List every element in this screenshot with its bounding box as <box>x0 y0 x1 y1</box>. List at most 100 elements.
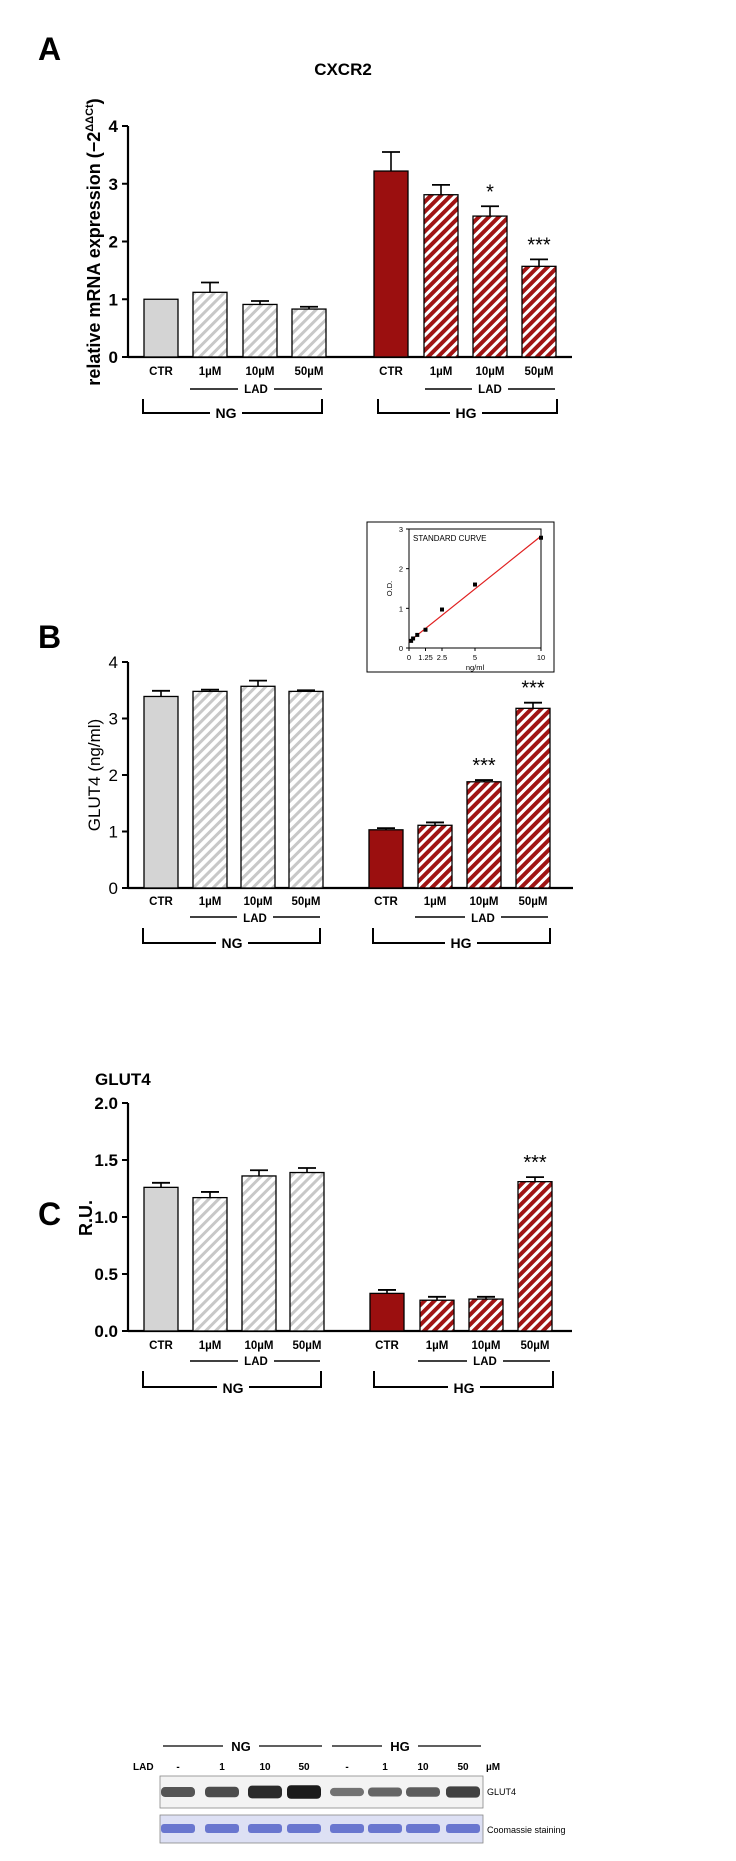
significance-marker: *** <box>523 1152 547 1174</box>
group-label: NG <box>216 405 237 421</box>
blot-group-label: NG <box>231 1739 251 1754</box>
inset-standard-curve: STANDARD CURVE 0 1.25 2.5 5 10 0 1 2 3 ng/ml O.D. <box>366 521 555 673</box>
significance-marker: *** <box>527 234 551 256</box>
blot-band-label-coomassie: Coomassie staining <box>487 1825 566 1835</box>
group-label: NG <box>222 935 243 951</box>
panel-letter-a: A <box>38 31 61 67</box>
y-axis-label-superscript: ΔΔCt <box>84 104 96 132</box>
chart-b-glut4-elisa: GLUT4 (ng/ml) 0 1 2 3 4 CTR 1µM 10µM 50µM CTR 1µM **… <box>85 653 573 951</box>
blot-unit-label: µM <box>486 1762 500 1773</box>
y-axis-label: R.U. <box>76 1200 96 1236</box>
blot-coomassie-band <box>248 1824 282 1833</box>
group-bracket <box>142 1371 322 1388</box>
category-label: 10µM <box>244 896 273 908</box>
y-tick-label: 2 <box>109 766 118 785</box>
blot-lad-label: LAD <box>133 1762 154 1773</box>
category-label: 10µM <box>245 1340 274 1352</box>
treatment-label-lad: LAD <box>471 913 495 925</box>
category-label: CTR <box>149 896 173 908</box>
category-label: 50µM <box>293 1340 322 1352</box>
chart-title: CXCR2 <box>314 60 372 79</box>
y-tick-label: 0 <box>109 879 118 898</box>
blot-glut4-band <box>205 1786 239 1798</box>
blot-lane-label: 1 <box>219 1762 225 1773</box>
bar <box>192 690 228 889</box>
y-tick-label: 0 <box>109 348 118 367</box>
significance-marker: *** <box>472 755 496 777</box>
blot-lane-label: 50 <box>457 1762 469 1773</box>
significance-marker: *** <box>521 678 545 700</box>
blot-coomassie-band <box>330 1824 364 1833</box>
blot-coomassie-band <box>161 1824 195 1833</box>
blot-band-label-glut4: GLUT4 <box>487 1787 516 1797</box>
bar <box>369 1292 405 1332</box>
chart-a-cxcr2: CXCR2 relative mRNA expression (−2ΔΔCt) 0 1… <box>84 60 572 421</box>
blot-lane-label: 10 <box>259 1762 271 1773</box>
inset-point <box>423 627 428 632</box>
bar <box>242 303 278 358</box>
inset-x-tick-label: 10 <box>537 653 545 662</box>
group-bracket <box>377 399 558 414</box>
group-bracket <box>372 928 551 944</box>
inset-x-label: ng/ml <box>466 663 485 672</box>
blot-glut4-band <box>406 1787 440 1797</box>
y-tick-label: 0.0 <box>94 1322 118 1341</box>
category-label: 1µM <box>424 896 447 908</box>
blot-coomassie-band <box>287 1824 321 1833</box>
chart-title: GLUT4 <box>95 1070 151 1089</box>
category-label: 50µM <box>521 1340 550 1352</box>
category-label: 1µM <box>199 1340 222 1352</box>
inset-fit-line <box>408 535 542 643</box>
bar <box>192 291 228 358</box>
blot-coomassie-band <box>406 1824 440 1833</box>
bar <box>241 1175 277 1332</box>
group-label: HG <box>451 935 472 951</box>
inset-point <box>539 535 543 540</box>
blot-lane-label: - <box>176 1762 179 1773</box>
treatment-label-lad: LAD <box>473 1356 497 1368</box>
group-bracket <box>373 1371 554 1388</box>
category-label: CTR <box>149 366 173 378</box>
panel-letter-c: C <box>38 1196 61 1232</box>
category-label: 50µM <box>519 896 548 908</box>
bar <box>143 695 179 889</box>
category-label: 50µM <box>525 366 554 378</box>
y-axis-label-close: ) <box>84 98 104 104</box>
category-label: CTR <box>374 896 398 908</box>
y-tick-label: 3 <box>109 175 118 194</box>
bar <box>192 1196 228 1332</box>
y-tick-label: 1.5 <box>94 1151 118 1170</box>
group-bracket <box>142 399 323 414</box>
blot-lane-label: 50 <box>298 1762 310 1773</box>
inset-x-tick-label: 5 <box>473 653 477 662</box>
blot-glut4-band <box>161 1787 195 1797</box>
bar <box>472 215 508 358</box>
panel-letter-b: B <box>38 619 61 655</box>
blot-group-label: HG <box>390 1739 410 1754</box>
bar <box>143 298 179 358</box>
blot-glut4-band <box>248 1785 282 1799</box>
chart-c-glut4-ru: GLUT4 R.U. 0.0 0.5 1.0 1.5 2.0 CTR 1µM 10µM 50µM CT… <box>76 1070 572 1396</box>
bar <box>291 308 327 358</box>
treatment-label-lad: LAD <box>244 1356 268 1368</box>
blot-coomassie-band <box>368 1824 402 1833</box>
group-label: HG <box>454 1380 475 1396</box>
y-axis-label: GLUT4 (ng/ml) <box>85 719 104 831</box>
treatment-label-lad: LAD <box>244 384 268 396</box>
y-tick-label: 1 <box>109 290 118 309</box>
y-tick-label: 2 <box>109 233 118 252</box>
bar <box>373 170 409 358</box>
group-bracket <box>142 928 321 944</box>
y-tick-label: 3 <box>109 710 118 729</box>
bar <box>468 1298 504 1332</box>
category-label: 10µM <box>472 1340 501 1352</box>
treatment-label-lad: LAD <box>478 384 502 396</box>
category-label: CTR <box>379 366 403 378</box>
blot-lane-label: 10 <box>417 1762 429 1773</box>
y-tick-label: 4 <box>109 117 119 136</box>
bar <box>240 685 276 889</box>
category-label: 50µM <box>295 366 324 378</box>
inset-x-tick-label: 0 <box>407 653 411 662</box>
inset-point <box>440 607 444 612</box>
